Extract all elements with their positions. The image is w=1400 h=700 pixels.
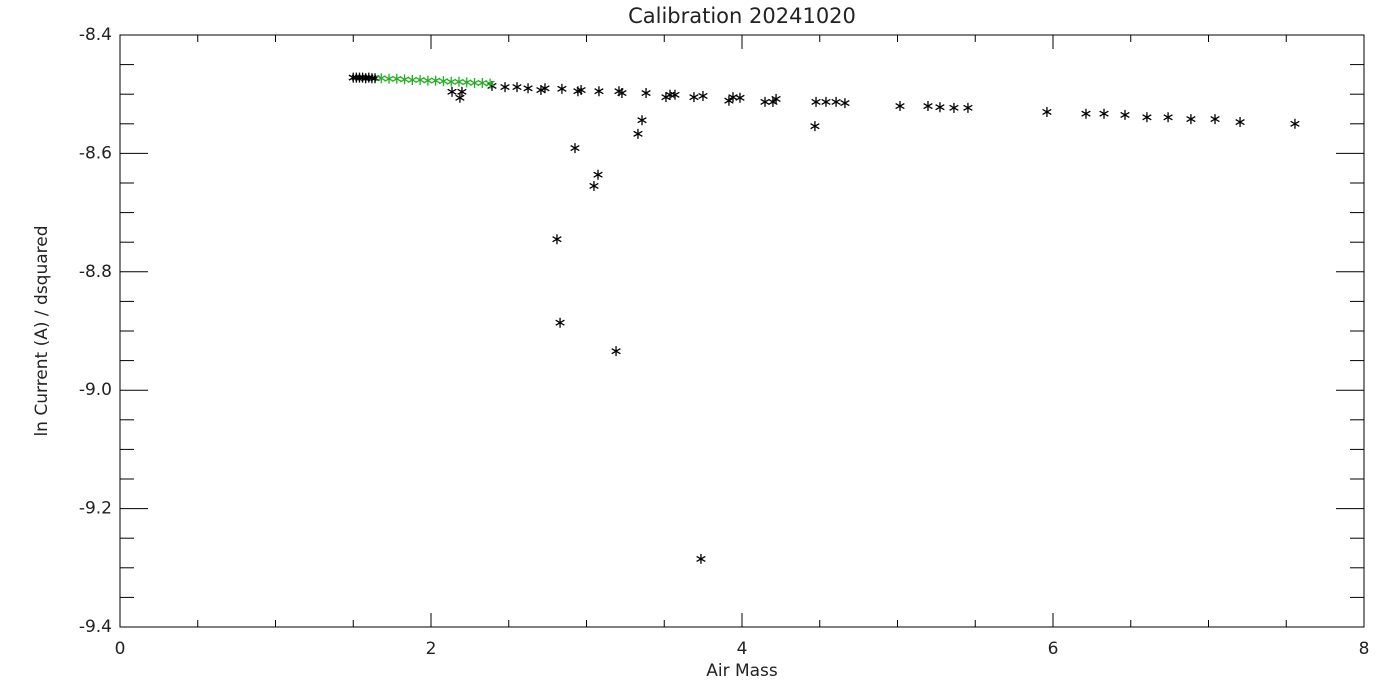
point xyxy=(552,234,562,245)
point xyxy=(895,101,905,112)
point xyxy=(1163,112,1173,123)
x-tick-label: 6 xyxy=(1048,639,1059,659)
point xyxy=(949,102,959,113)
point xyxy=(724,95,734,106)
point xyxy=(462,77,472,88)
point xyxy=(593,169,603,180)
point xyxy=(811,96,821,107)
x-axis-label: Air Mass xyxy=(706,661,778,681)
point xyxy=(454,76,464,87)
point xyxy=(423,75,433,86)
point xyxy=(399,74,410,85)
point xyxy=(831,96,841,107)
point xyxy=(963,102,973,113)
point xyxy=(447,86,457,97)
point xyxy=(735,92,745,103)
point xyxy=(477,77,487,88)
point xyxy=(696,553,706,564)
point xyxy=(923,101,933,112)
point xyxy=(1210,114,1220,125)
point xyxy=(1142,112,1152,123)
point xyxy=(576,85,586,96)
point xyxy=(446,76,456,87)
point xyxy=(1081,108,1091,119)
y-axis-label: ln Current (A) / dsquared xyxy=(32,225,52,436)
point xyxy=(594,86,604,97)
point xyxy=(1099,108,1109,119)
point xyxy=(810,121,820,132)
y-tick-label: -8.4 xyxy=(79,25,112,45)
point xyxy=(633,128,643,139)
point xyxy=(821,96,831,107)
point xyxy=(1290,118,1300,129)
point xyxy=(523,83,533,94)
point xyxy=(415,74,425,85)
point xyxy=(555,317,565,328)
point xyxy=(1120,109,1130,120)
point xyxy=(670,89,680,100)
y-tick-label: -9.0 xyxy=(79,380,112,400)
point xyxy=(438,76,449,87)
point xyxy=(840,98,850,109)
point xyxy=(500,82,510,93)
chart-title: Calibration 20241020 xyxy=(628,4,856,28)
point xyxy=(540,83,550,94)
point xyxy=(589,180,599,191)
point xyxy=(457,86,467,97)
point xyxy=(384,73,394,84)
y-tick-label: -9.2 xyxy=(79,499,112,519)
point xyxy=(512,82,522,93)
x-tick-label: 8 xyxy=(1359,639,1370,659)
point xyxy=(760,96,770,107)
y-tick-label: -9.4 xyxy=(79,617,112,637)
point xyxy=(570,143,580,154)
point xyxy=(407,74,418,85)
point xyxy=(485,78,495,89)
point xyxy=(455,92,465,103)
point xyxy=(430,75,441,86)
point xyxy=(557,83,567,94)
point xyxy=(698,90,708,101)
point xyxy=(617,88,627,99)
x-tick-label: 2 xyxy=(426,639,437,659)
point xyxy=(1186,114,1196,125)
point xyxy=(637,115,647,126)
point xyxy=(1235,117,1245,128)
point xyxy=(641,88,651,99)
point xyxy=(469,77,480,88)
point xyxy=(392,73,402,84)
point xyxy=(935,102,945,113)
point xyxy=(771,93,781,104)
plot-frame xyxy=(119,34,1365,628)
point xyxy=(611,346,621,357)
x-tick-label: 0 xyxy=(115,639,126,659)
y-tick-label: -8.6 xyxy=(79,143,112,163)
point xyxy=(1042,106,1052,117)
y-tick-label: -8.8 xyxy=(79,262,112,282)
point xyxy=(689,92,699,103)
x-tick-label: 4 xyxy=(737,639,748,659)
point xyxy=(376,73,386,84)
